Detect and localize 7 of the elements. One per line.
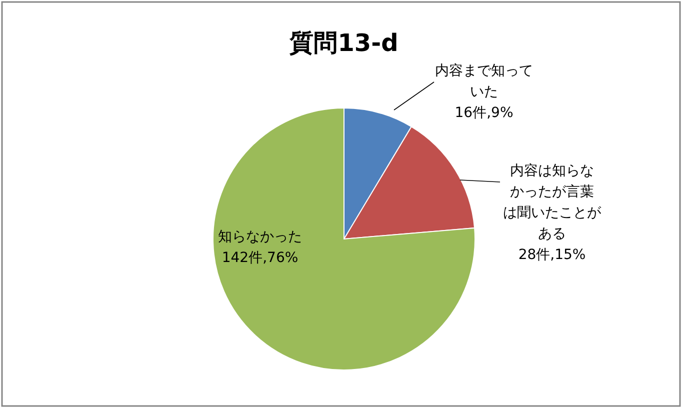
slice-label: 知らなかった	[218, 229, 302, 245]
data-label: 142件,76%	[222, 250, 298, 266]
chart-title: 質問13-d	[288, 29, 398, 57]
data-label: 16件,9%	[454, 105, 514, 121]
slice-label: 内容まで知っていた	[435, 63, 533, 100]
data-label: 28件,15%	[518, 247, 586, 263]
slice-label: 内容は知らなかったが言葉は聞いたことがある	[503, 163, 602, 242]
